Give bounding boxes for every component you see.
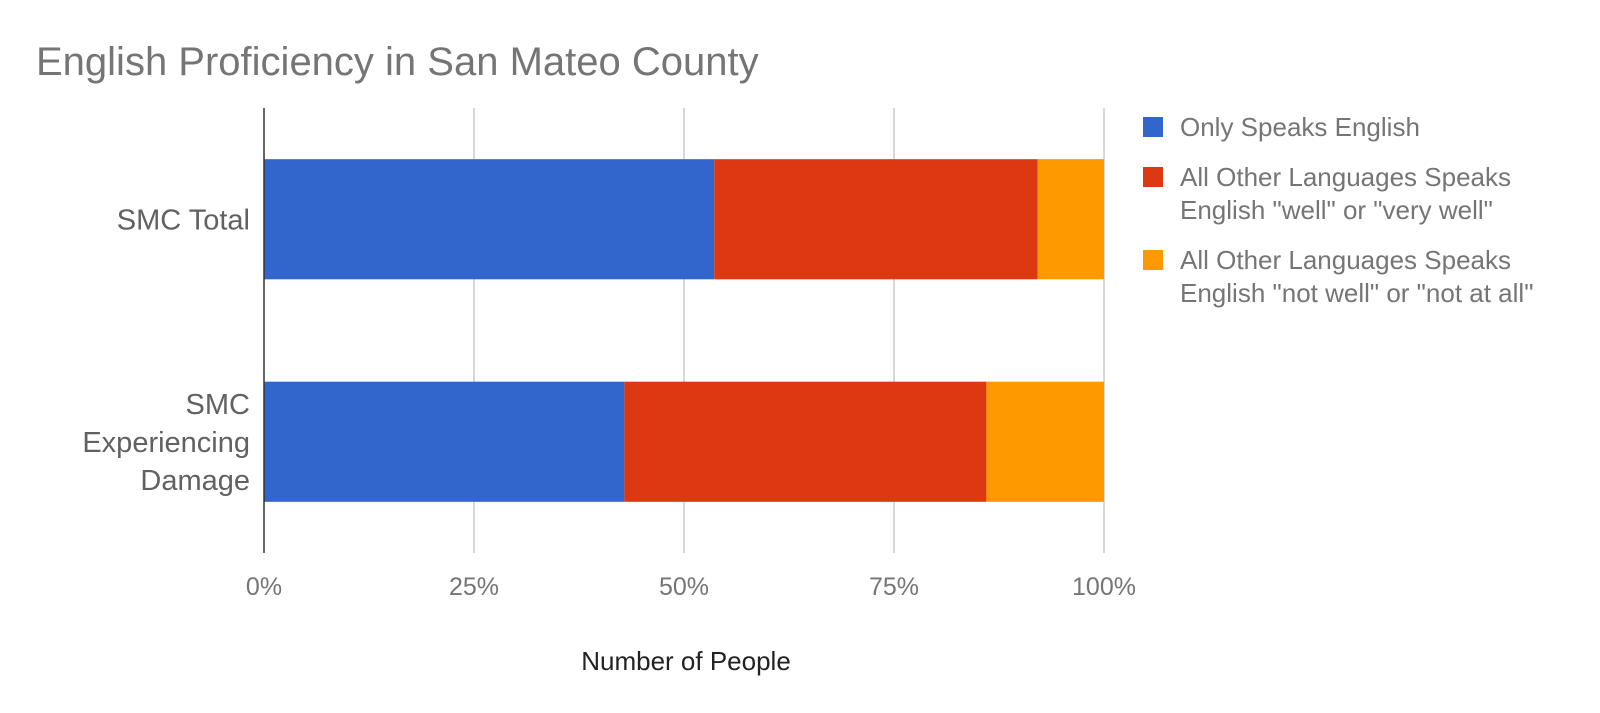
x-tick-label: 75% xyxy=(869,573,919,601)
legend-swatch xyxy=(1143,250,1163,270)
x-axis-title: Number of People xyxy=(581,646,791,676)
legend-label: Only Speaks English xyxy=(1180,112,1420,142)
bar-segment xyxy=(986,381,1104,502)
x-tick-label: 100% xyxy=(1072,573,1136,601)
legend: Only Speaks English All Other Languages S… xyxy=(1143,112,1533,308)
x-tick-label: 50% xyxy=(659,573,709,601)
bar-segment xyxy=(264,159,715,280)
legend-label: All Other Languages Speaks English "not w… xyxy=(1180,245,1533,308)
bar-segment xyxy=(714,159,1038,280)
legend-swatch xyxy=(1143,167,1163,187)
bar-segment xyxy=(264,381,625,502)
x-tick-label: 25% xyxy=(449,573,499,601)
legend-swatch xyxy=(1143,117,1163,137)
category-labels: SMC Total SMC Experiencing Damage xyxy=(82,204,250,497)
bars xyxy=(264,159,1104,502)
x-tick-label: 0% xyxy=(246,573,282,601)
x-tick-labels: 0% 25% 50% 75% 100% xyxy=(246,573,1136,601)
bar-segment xyxy=(624,381,987,502)
chart-title: English Proficiency in San Mateo County xyxy=(36,40,759,84)
bar-segment xyxy=(1037,159,1104,280)
legend-label: All Other Languages Speaks English "well"… xyxy=(1180,162,1511,225)
category-label: SMC Total xyxy=(117,204,250,236)
category-label: SMC Experiencing Damage xyxy=(82,389,250,497)
